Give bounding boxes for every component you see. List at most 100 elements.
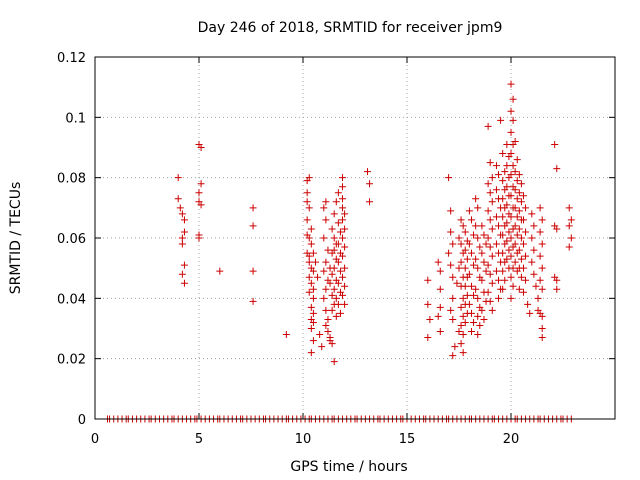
data-point <box>324 246 332 254</box>
data-point <box>174 174 182 182</box>
data-point <box>511 204 519 212</box>
data-point <box>455 264 463 272</box>
data-point <box>499 195 507 203</box>
data-point <box>524 300 532 308</box>
data-point <box>478 222 486 230</box>
data-point <box>467 309 475 317</box>
data-point <box>334 189 342 197</box>
data-point <box>515 189 523 197</box>
data-point <box>447 306 455 314</box>
data-point <box>436 285 444 293</box>
data-point <box>565 222 573 230</box>
data-point <box>459 222 467 230</box>
data-point <box>492 240 500 248</box>
data-point <box>505 228 513 236</box>
data-point <box>551 140 559 148</box>
data-point <box>180 261 188 269</box>
data-point <box>320 234 328 242</box>
data-point <box>515 246 523 254</box>
data-point <box>366 198 374 206</box>
data-point <box>436 303 444 311</box>
data-point <box>538 240 546 248</box>
data-point <box>480 315 488 323</box>
data-point <box>472 285 480 293</box>
data-point <box>341 300 349 308</box>
data-point <box>519 288 527 296</box>
data-point <box>434 258 442 266</box>
data-point <box>305 273 313 281</box>
data-point <box>478 276 486 284</box>
data-point <box>505 246 513 254</box>
data-point <box>363 168 371 176</box>
data-point <box>461 246 469 254</box>
data-point <box>484 234 492 242</box>
data-point <box>507 213 515 221</box>
data-point <box>322 285 330 293</box>
data-point <box>503 237 511 245</box>
data-point <box>339 252 347 260</box>
data-point <box>457 340 465 348</box>
data-point <box>519 216 527 224</box>
data-point <box>305 174 313 182</box>
data-point <box>449 240 457 248</box>
data-point <box>341 282 349 290</box>
data-point <box>459 294 467 302</box>
data-point <box>499 285 507 293</box>
data-point <box>534 294 542 302</box>
data-point <box>434 312 442 320</box>
data-point <box>339 183 347 191</box>
data-point <box>320 204 328 212</box>
data-point <box>457 216 465 224</box>
data-point <box>311 258 319 266</box>
data-point <box>484 288 492 296</box>
data-point <box>328 249 336 257</box>
data-point <box>472 195 480 203</box>
data-point <box>538 325 546 332</box>
data-point <box>474 234 482 242</box>
data-point <box>339 216 347 224</box>
data-point <box>463 255 471 263</box>
y-tick-label: 0.02 <box>57 353 86 368</box>
data-point <box>567 216 575 224</box>
data-point <box>472 255 480 263</box>
y-tick-label: 0.04 <box>57 292 86 307</box>
x-tick-label: 0 <box>91 432 99 447</box>
data-point <box>532 282 540 290</box>
data-point <box>522 276 530 284</box>
data-point <box>517 273 525 281</box>
data-point <box>336 228 344 236</box>
data-point <box>307 240 315 248</box>
data-point <box>332 198 340 206</box>
data-point <box>511 240 519 248</box>
data-point <box>511 186 519 194</box>
data-point <box>424 276 432 284</box>
data-point <box>486 159 494 167</box>
data-point <box>538 216 546 224</box>
data-point <box>507 128 515 136</box>
data-point <box>449 315 457 323</box>
data-point <box>453 279 461 287</box>
data-point <box>322 321 330 329</box>
data-point <box>309 318 317 326</box>
data-point <box>553 225 561 233</box>
data-point <box>507 171 515 179</box>
data-point <box>470 291 478 299</box>
data-point <box>339 273 347 281</box>
data-point <box>449 352 457 360</box>
data-point <box>322 258 330 266</box>
data-point <box>195 234 203 242</box>
data-point <box>322 306 330 314</box>
data-point <box>463 291 471 299</box>
data-point <box>305 204 313 212</box>
data-point <box>465 240 473 248</box>
data-point <box>467 328 475 336</box>
data-point <box>517 234 525 242</box>
data-point <box>322 198 330 206</box>
data-point <box>309 294 317 302</box>
data-point <box>507 273 515 281</box>
data-point <box>519 264 527 272</box>
data-point <box>465 207 473 215</box>
data-point <box>499 213 507 221</box>
data-point <box>519 192 527 200</box>
data-point <box>482 240 490 248</box>
